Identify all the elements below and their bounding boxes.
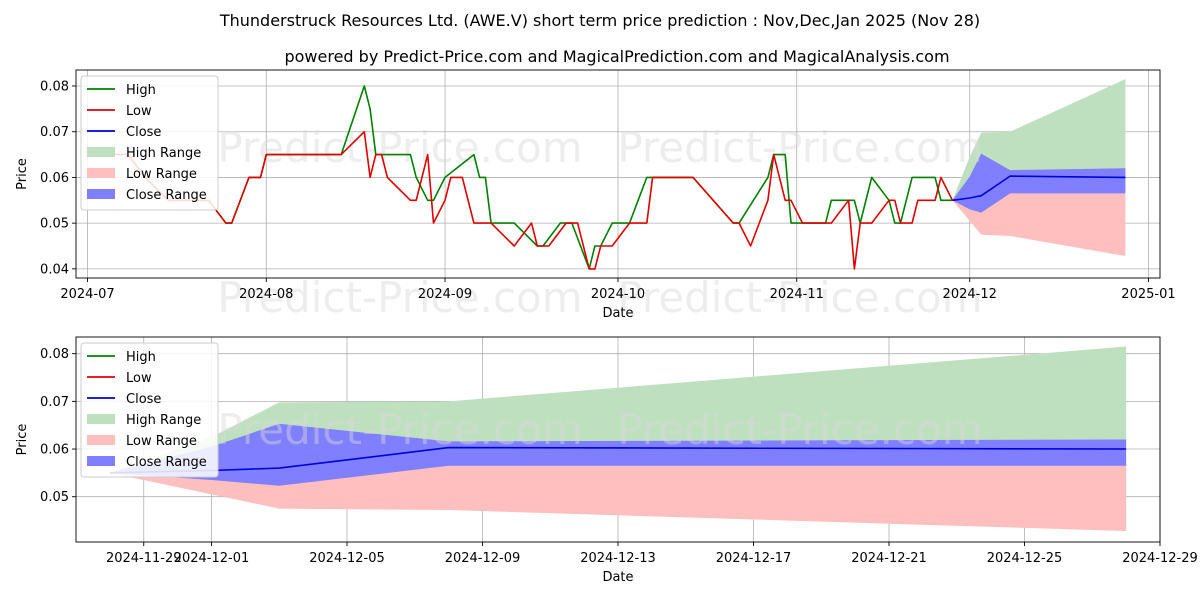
watermark-text: Predict-Price.com [217, 273, 582, 322]
y-tick-label: 0.08 [40, 347, 69, 362]
x-tick-label: 2025-01 [1121, 287, 1175, 302]
chart-subtitle: powered by Predict-Price.com and Magical… [284, 47, 949, 66]
x-tick-label: 2024-12-17 [716, 551, 792, 566]
legend-label: High Range [126, 146, 201, 161]
legend-label: Close [126, 392, 161, 407]
bottom-panel: Predict-Price.com Predict-Price.com 0.05 0.… [15, 336, 1198, 585]
legend-label: Close Range [126, 188, 207, 203]
legend-label: High [126, 350, 156, 365]
top-panel: Predict-Price.com Predict-Price.com Predic… [15, 69, 1176, 322]
legend-label: Low [126, 104, 152, 119]
y-tick-label: 0.05 [40, 490, 69, 505]
legend-label: Close [126, 125, 161, 140]
x-axis-label: Date [602, 570, 633, 585]
legend-close-range-swatch [87, 189, 115, 199]
legend: High Low Close High Range Low Range Close Ran… [80, 75, 219, 211]
low-series-line [110, 130, 954, 270]
legend-label: Low [126, 371, 152, 386]
x-tick-label: 2024-12-13 [580, 551, 656, 566]
x-tick-label: 2024-12-29 [1122, 551, 1198, 566]
legend-high-range-swatch [87, 147, 115, 157]
legend-box [80, 75, 219, 211]
legend-label: High Range [126, 413, 201, 428]
chart-title: Thunderstruck Resources Ltd. (AWE.V) sho… [219, 11, 980, 30]
legend-low-range-swatch [87, 435, 115, 445]
legend-label: Close Range [126, 455, 207, 470]
watermark-text: Predict-Price.com [217, 405, 582, 454]
y-tick-label: 0.08 [40, 80, 69, 95]
legend-high-range-swatch [87, 414, 115, 424]
legend-low-range-swatch [87, 168, 115, 178]
y-tick-label: 0.06 [40, 443, 69, 458]
x-tick-label: 2024-12-05 [309, 551, 385, 566]
close-range-band [952, 153, 1126, 213]
y-axis-label: Price [15, 158, 30, 190]
x-tick-label: 2024-10 [591, 287, 645, 302]
legend-label: Low Range [126, 434, 197, 449]
x-tick-label: 2024-09 [418, 287, 472, 302]
close-range-band [109, 423, 1127, 486]
watermark-text: Predict-Price.com [617, 405, 982, 454]
x-tick-label: 2024-08 [239, 287, 293, 302]
y-tick-label: 0.07 [40, 395, 69, 410]
x-tick-label: 2024-12-25 [987, 551, 1063, 566]
legend-close-range-swatch [87, 456, 115, 466]
x-tick-label: 2024-12-21 [851, 551, 927, 566]
y-tick-label: 0.06 [40, 171, 69, 186]
legend-box [80, 342, 219, 478]
watermark-text: Predict-Price.com [617, 123, 982, 172]
x-tick-label: 2024-12 [943, 287, 997, 302]
x-tick-label: 2024-12-09 [445, 551, 521, 566]
legend: High Low Close High Range Low Range Close Ran… [80, 342, 219, 478]
legend-label: High [126, 83, 156, 98]
x-tick-label: 2024-12-01 [174, 551, 250, 566]
y-tick-label: 0.05 [40, 217, 69, 232]
x-axis-label: Date [602, 306, 633, 321]
x-tick-label: 2024-11-29 [106, 551, 182, 566]
x-tick-label: 2024-11 [770, 287, 824, 302]
legend-label: Low Range [126, 167, 197, 182]
watermark-text: Predict-Price.com [617, 273, 982, 322]
watermark-text: Predict-Price.com [217, 123, 582, 172]
y-tick-label: 0.07 [40, 125, 69, 140]
x-tick-label: 2024-07 [60, 287, 114, 302]
close-series-line [952, 175, 1126, 202]
y-axis-label: Price [15, 424, 30, 456]
y-tick-label: 0.04 [40, 262, 69, 277]
